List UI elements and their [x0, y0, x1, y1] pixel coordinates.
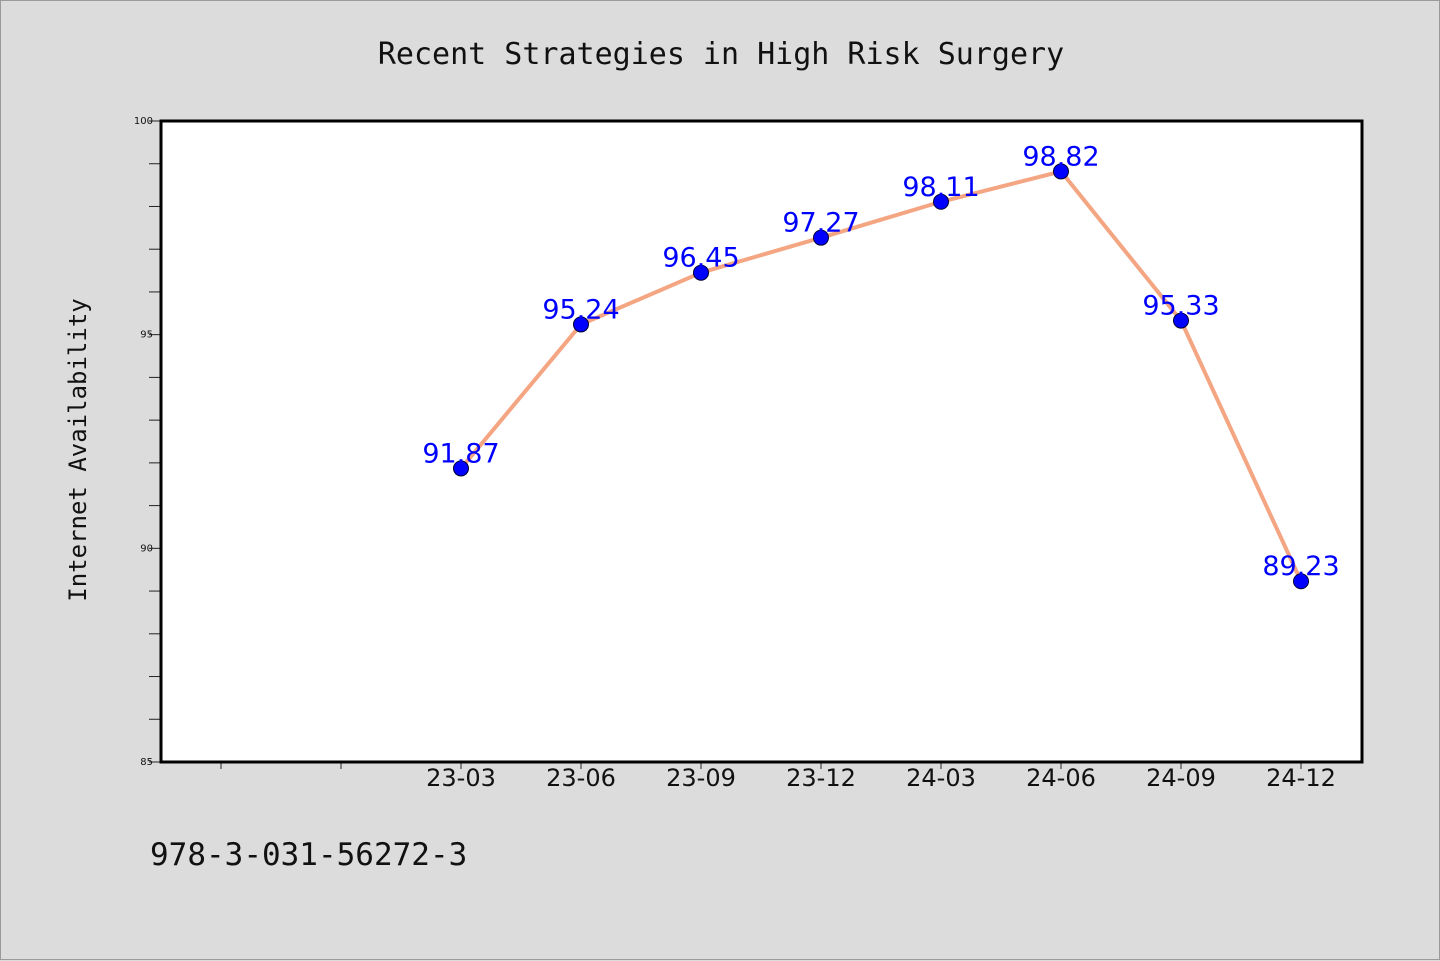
x-tick-label: 23-06	[546, 764, 616, 792]
axis-ticks	[149, 120, 1302, 769]
isbn-text: 978-3-031-56272-3	[150, 837, 467, 873]
data-label: 95.24	[542, 294, 619, 325]
data-point	[1293, 573, 1309, 590]
data-label: 98.11	[902, 172, 979, 203]
data-label: 91.87	[422, 438, 499, 469]
data-point	[1173, 312, 1189, 329]
y-tick-label: 85	[140, 757, 153, 768]
data-label: 96.45	[662, 243, 739, 274]
plot-area	[161, 121, 1362, 762]
data-label: 89.23	[1262, 551, 1339, 582]
x-tick-label: 24-09	[1146, 764, 1216, 792]
series-line	[459, 169, 1303, 584]
data-label: 97.27	[782, 208, 859, 239]
x-tick-label: 23-09	[666, 764, 736, 792]
x-tick-label: 24-12	[1266, 764, 1336, 792]
plot-frame	[159, 119, 1364, 764]
data-point	[1053, 163, 1069, 180]
y-tick-label: 95	[140, 330, 153, 341]
data-point	[573, 316, 589, 333]
y-axis-label: Internet Availability	[64, 298, 92, 601]
data-label: 98.82	[1022, 141, 1099, 172]
data-point	[933, 193, 949, 210]
series-group	[453, 163, 1309, 590]
y-tick-labels: 85 90 95 100	[134, 116, 153, 768]
y-tick-label: 90	[140, 543, 153, 554]
y-tick-label: 100	[134, 116, 153, 127]
x-tick-label: 24-03	[906, 764, 976, 792]
chart-title: Recent Strategies in High Risk Surgery	[378, 37, 1064, 72]
x-tick-labels: 23-03 23-06 23-09 23-12 24-03 24-06 24-09 24-12	[426, 764, 1336, 792]
x-tick-label: 23-12	[786, 764, 856, 792]
data-labels: 91.87 95.24 96.45 97.27 98.11 98.82 95.33 89.23	[422, 141, 1339, 582]
data-label: 95.33	[1142, 291, 1219, 322]
data-point	[453, 460, 469, 477]
x-tick-label: 24-06	[1026, 764, 1096, 792]
x-tick-label: 23-03	[426, 764, 496, 792]
data-point	[693, 264, 709, 281]
data-point	[813, 229, 829, 246]
